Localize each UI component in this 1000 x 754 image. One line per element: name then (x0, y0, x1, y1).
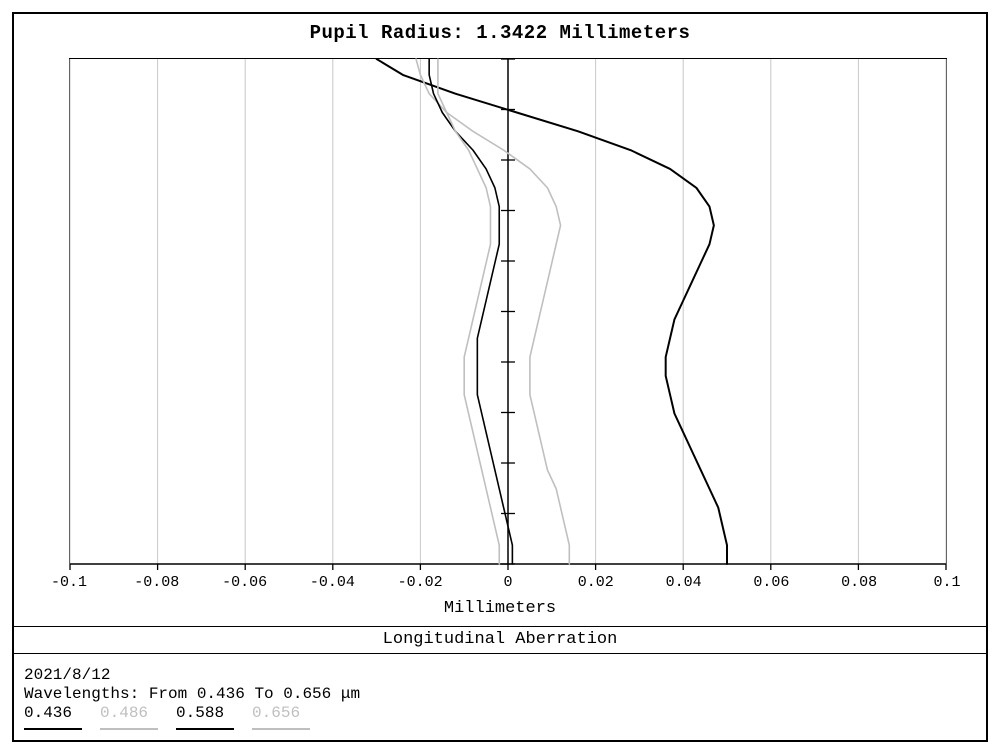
plot-svg (70, 59, 946, 564)
legend-swatch (176, 728, 234, 730)
x-tick-label: -0.06 (222, 574, 267, 591)
legend-item: 0.486 (100, 704, 148, 722)
footer-wavelengths: Wavelengths: From 0.436 To 0.656 μm (24, 685, 360, 704)
x-tick-label: -0.02 (398, 574, 443, 591)
x-tick-label: 0.02 (578, 574, 614, 591)
x-axis-label: Millimeters (0, 599, 1000, 618)
chart-title: Pupil Radius: 1.3422 Millimeters (0, 22, 1000, 44)
legend: 0.436 0.486 0.588 0.656 (24, 704, 328, 722)
x-tick-label: 0.08 (841, 574, 877, 591)
legend-swatch (252, 728, 310, 730)
legend-item: 0.436 (24, 704, 72, 722)
legend-swatch (100, 728, 158, 730)
legend-item: 0.656 (252, 704, 300, 722)
legend-swatch (24, 728, 82, 730)
x-tick-label: 0.04 (666, 574, 702, 591)
legend-item: 0.588 (176, 704, 224, 722)
chart-container: Pupil Radius: 1.3422 Millimeters -0.1 -0.… (0, 0, 1000, 754)
x-tick-label: -0.04 (310, 574, 355, 591)
section-title: Longitudinal Aberration (12, 626, 988, 654)
plot-area (69, 58, 947, 564)
footer-date: 2021/8/12 (24, 666, 110, 685)
x-tick-label: -0.08 (134, 574, 179, 591)
x-tick-label: 0 (503, 574, 512, 591)
x-tick-label: 0.1 (933, 574, 960, 591)
x-tick-label: -0.1 (51, 574, 87, 591)
x-tick-label: 0.06 (753, 574, 789, 591)
